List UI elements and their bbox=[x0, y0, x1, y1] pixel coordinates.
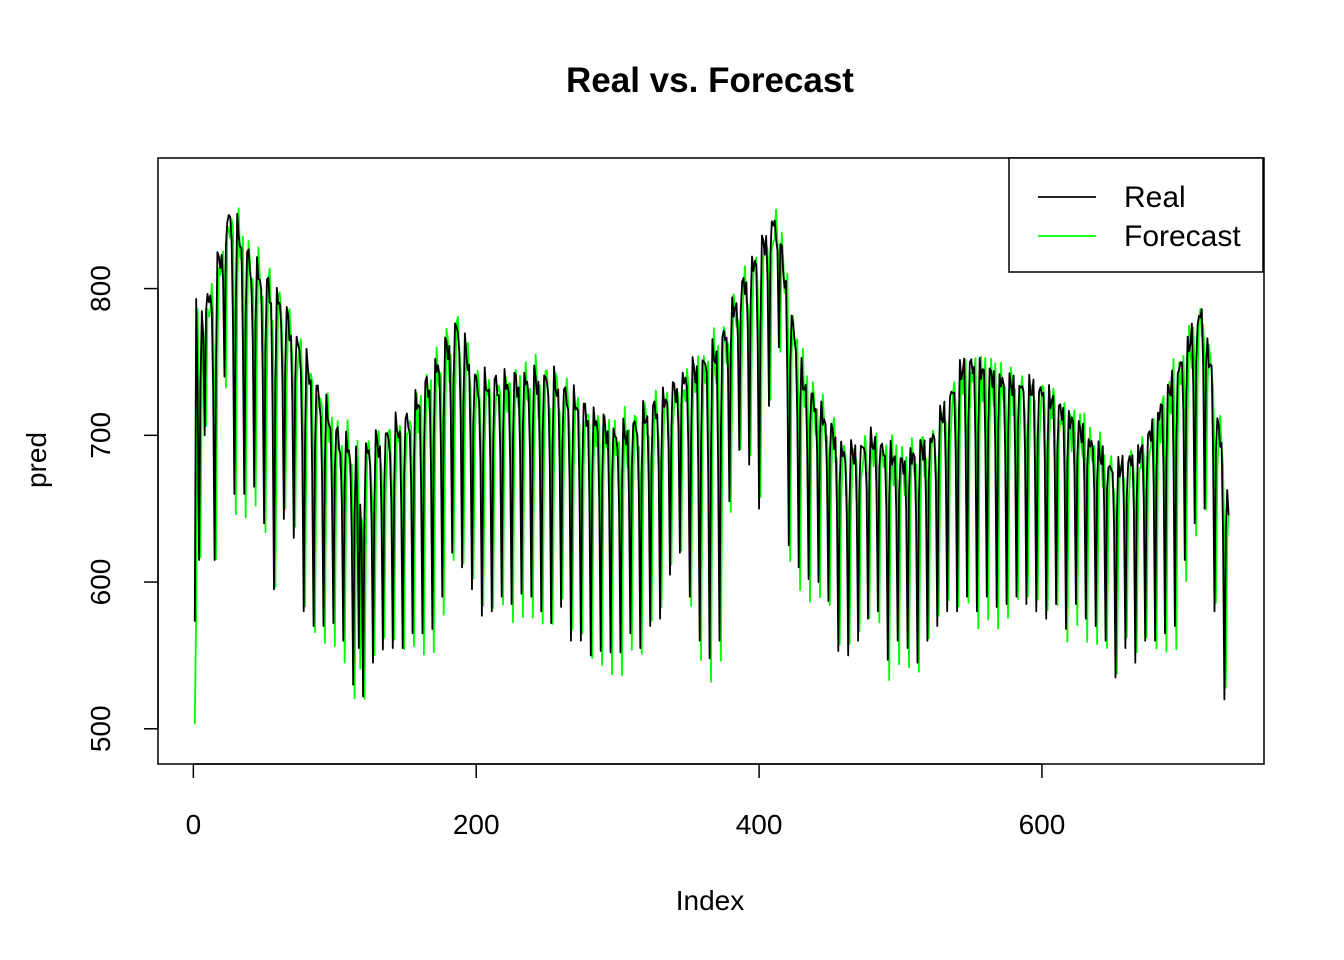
x-axis-label: Index bbox=[676, 885, 745, 916]
x-tick-label: 0 bbox=[186, 809, 202, 840]
series-line-real bbox=[193, 212, 1230, 701]
x-tick-label: 600 bbox=[1019, 809, 1066, 840]
x-tick-label: 400 bbox=[736, 809, 783, 840]
x-axis: 0 200 400 600 bbox=[186, 763, 1066, 840]
legend: Real Forecast bbox=[1008, 157, 1264, 273]
series-layer bbox=[193, 207, 1230, 725]
y-axis: 500 600 700 800 bbox=[85, 265, 159, 752]
y-axis-label: pred bbox=[21, 432, 52, 488]
y-tick-label: 600 bbox=[85, 559, 116, 606]
legend-label-real: Real bbox=[1124, 181, 1186, 214]
y-tick-label: 800 bbox=[85, 265, 116, 312]
legend-box bbox=[1008, 157, 1264, 273]
legend-label-forecast: Forecast bbox=[1124, 220, 1241, 253]
chart-title: Real vs. Forecast bbox=[566, 61, 854, 100]
x-tick-label: 200 bbox=[453, 809, 500, 840]
y-tick-label: 700 bbox=[85, 412, 116, 459]
y-tick-label: 500 bbox=[85, 705, 116, 752]
